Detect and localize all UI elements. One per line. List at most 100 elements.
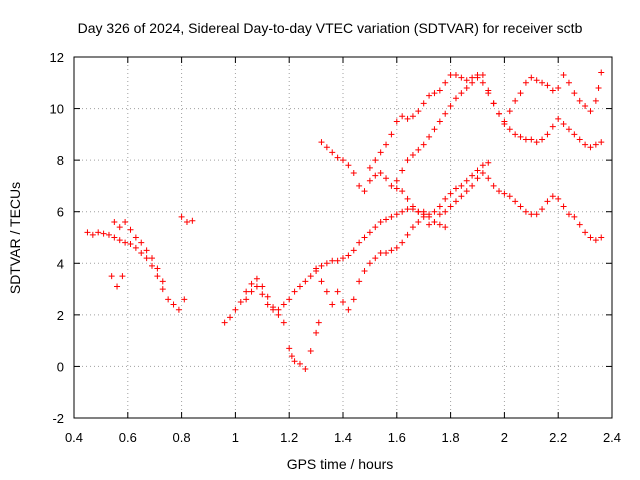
data-point — [533, 77, 540, 84]
data-point — [469, 172, 476, 179]
data-point — [539, 79, 546, 86]
data-point — [259, 291, 266, 298]
data-point — [582, 229, 589, 236]
data-point — [307, 347, 314, 354]
x-tick-label: 0.4 — [65, 430, 83, 445]
data-point — [288, 353, 295, 360]
data-point — [490, 100, 497, 107]
data-point — [560, 203, 567, 210]
data-point — [533, 139, 540, 146]
data-point — [275, 311, 282, 318]
data-point — [522, 136, 529, 143]
data-point — [165, 296, 172, 303]
data-point — [506, 126, 513, 133]
data-point — [393, 211, 400, 218]
data-point — [544, 82, 551, 89]
data-point — [560, 72, 567, 79]
data-point — [377, 170, 384, 177]
data-point — [154, 265, 161, 272]
data-point — [426, 133, 433, 140]
data-point — [436, 87, 443, 94]
data-point — [175, 306, 182, 313]
data-point — [474, 74, 481, 81]
data-point — [517, 133, 524, 140]
data-point — [366, 164, 373, 171]
data-point — [512, 198, 519, 205]
data-point — [485, 87, 492, 94]
data-point — [479, 170, 486, 177]
data-point — [399, 208, 406, 215]
data-point — [598, 69, 605, 76]
data-point — [571, 90, 578, 97]
x-tick-label: 1 — [232, 430, 239, 445]
data-point — [587, 108, 594, 115]
data-point — [275, 306, 282, 313]
data-point — [95, 229, 102, 236]
chart-title: Day 326 of 2024, Sidereal Day-to-day VTE… — [78, 20, 583, 36]
data-point — [138, 249, 145, 256]
data-point — [496, 188, 503, 195]
data-point — [555, 195, 562, 202]
data-point — [420, 141, 427, 148]
data-point — [154, 273, 161, 280]
y-tick-label: -2 — [52, 411, 64, 426]
data-point — [592, 237, 599, 244]
data-point — [539, 206, 546, 213]
data-point — [149, 255, 156, 262]
data-point — [264, 293, 271, 300]
data-point — [116, 237, 123, 244]
data-point — [286, 296, 293, 303]
data-point — [227, 314, 234, 321]
data-point — [442, 195, 449, 202]
data-point — [587, 144, 594, 151]
data-point — [512, 131, 519, 138]
data-point — [469, 74, 476, 81]
data-point — [221, 319, 228, 326]
x-tick-label: 1.4 — [334, 430, 352, 445]
data-point — [318, 262, 325, 269]
data-point — [415, 219, 422, 226]
data-point — [528, 136, 535, 143]
data-point — [340, 255, 346, 262]
data-point — [436, 221, 443, 228]
data-point — [485, 159, 492, 166]
data-point — [377, 149, 384, 156]
y-tick-label: 10 — [50, 102, 64, 117]
data-point — [517, 203, 524, 210]
data-point — [114, 283, 121, 290]
data-point — [383, 175, 390, 182]
grid — [74, 57, 612, 418]
data-point — [539, 136, 546, 143]
data-point — [159, 286, 166, 293]
data-point — [555, 84, 562, 91]
data-point — [159, 278, 166, 285]
data-point — [409, 151, 416, 158]
data-point — [463, 188, 470, 195]
data-point — [452, 72, 459, 79]
data-point — [512, 97, 519, 104]
data-point — [243, 296, 250, 303]
data-point — [291, 358, 298, 365]
data-point — [426, 213, 433, 220]
data-point — [372, 224, 379, 231]
data-point — [388, 131, 395, 138]
x-tick-label: 2.2 — [549, 430, 567, 445]
data-point — [415, 146, 422, 153]
data-point — [426, 221, 433, 228]
data-point — [345, 162, 352, 169]
data-point — [318, 139, 325, 146]
data-point — [243, 288, 250, 295]
data-point — [383, 141, 390, 148]
data-point — [286, 345, 293, 352]
y-tick-label: 4 — [57, 256, 64, 271]
data-point — [565, 126, 572, 133]
data-point — [170, 301, 177, 308]
data-point — [474, 167, 481, 174]
data-point — [356, 182, 363, 189]
data-point — [393, 118, 400, 125]
data-point — [345, 252, 352, 259]
data-point — [189, 217, 196, 224]
data-point — [143, 247, 150, 254]
data-point — [533, 211, 540, 218]
data-point — [409, 113, 416, 120]
